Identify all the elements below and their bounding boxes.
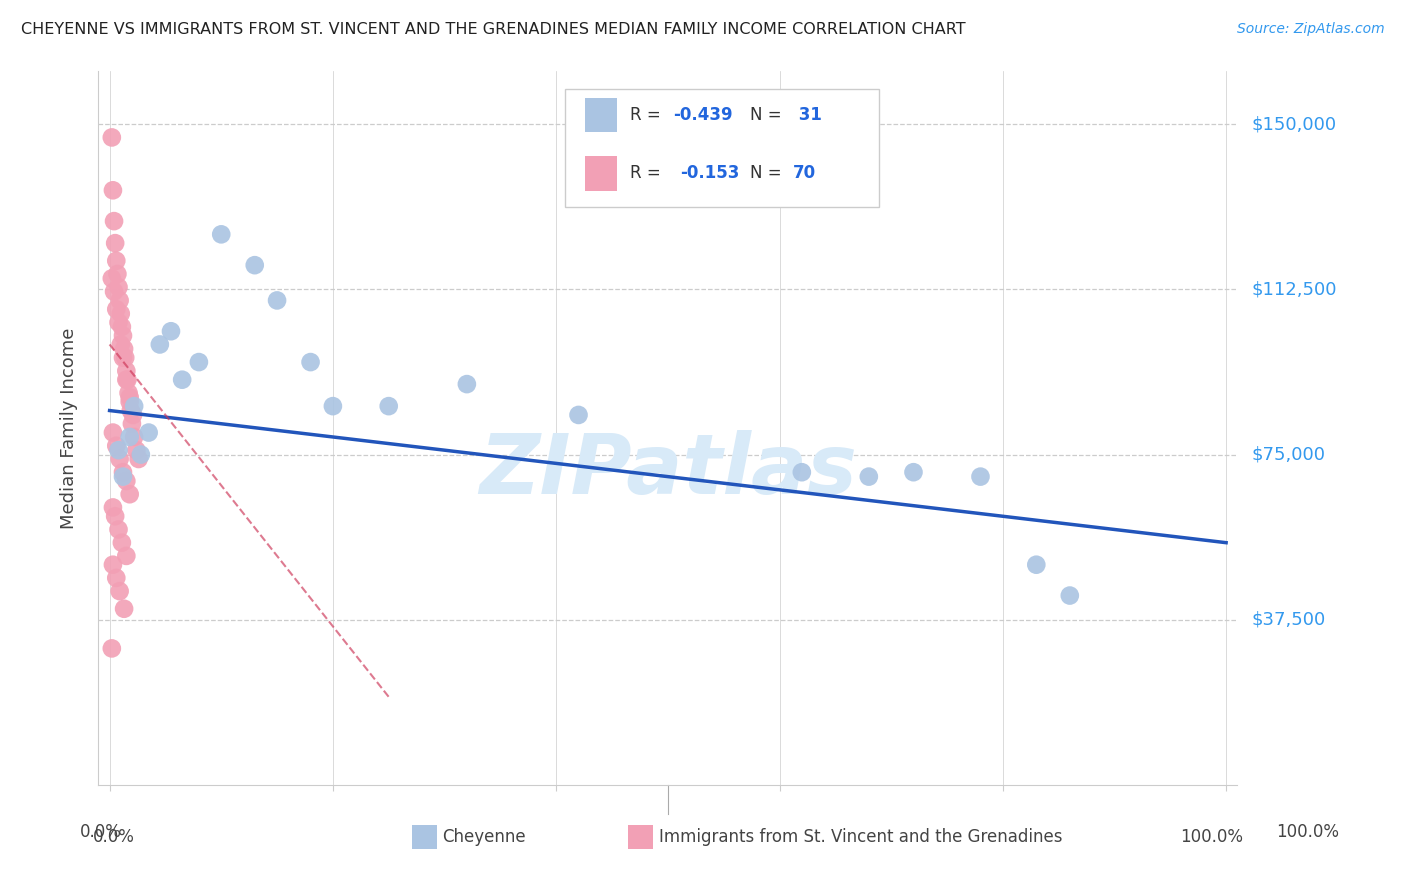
Point <box>322 399 344 413</box>
Point <box>108 584 131 599</box>
Point <box>101 183 124 197</box>
Point <box>101 425 124 440</box>
Point <box>108 293 131 308</box>
Point <box>299 355 322 369</box>
Point <box>118 390 141 404</box>
Text: Cheyenne: Cheyenne <box>443 828 526 846</box>
Point <box>149 337 172 351</box>
Point <box>107 523 129 537</box>
Text: 31: 31 <box>793 106 823 124</box>
Point <box>160 324 183 338</box>
Point <box>129 448 152 462</box>
Point <box>111 351 134 365</box>
Point <box>122 408 145 422</box>
Point <box>187 355 209 369</box>
Text: N =: N = <box>749 164 787 182</box>
Text: CHEYENNE VS IMMIGRANTS FROM ST. VINCENT AND THE GRENADINES MEDIAN FAMILY INCOME : CHEYENNE VS IMMIGRANTS FROM ST. VINCENT … <box>21 22 966 37</box>
Point <box>111 328 134 343</box>
Point <box>172 373 194 387</box>
Point <box>243 258 266 272</box>
Point <box>115 373 138 387</box>
Point <box>110 337 132 351</box>
Point <box>128 452 150 467</box>
Text: $75,000: $75,000 <box>1251 446 1326 464</box>
Text: -0.439: -0.439 <box>673 106 733 124</box>
FancyBboxPatch shape <box>585 156 617 191</box>
Point <box>101 500 124 515</box>
Point <box>138 425 160 440</box>
Point <box>209 227 232 242</box>
Point <box>125 443 148 458</box>
Point <box>377 399 399 413</box>
Point <box>115 364 138 378</box>
Point <box>117 385 139 400</box>
Point <box>120 403 142 417</box>
Point <box>112 601 135 615</box>
Point <box>114 351 136 365</box>
Point <box>107 443 129 458</box>
FancyBboxPatch shape <box>565 89 879 207</box>
Text: $150,000: $150,000 <box>1251 115 1336 133</box>
Text: R =: R = <box>630 164 672 182</box>
Point <box>115 549 138 563</box>
Text: ZIPatlas: ZIPatlas <box>479 431 856 511</box>
Point <box>118 430 141 444</box>
Y-axis label: Median Family Income: Median Family Income <box>59 327 77 529</box>
Text: 70: 70 <box>793 164 817 182</box>
Point <box>1025 558 1047 572</box>
Text: 0.0%: 0.0% <box>93 828 135 846</box>
Point <box>107 315 129 329</box>
Point <box>105 253 128 268</box>
Point <box>118 487 141 501</box>
Point <box>115 474 138 488</box>
Text: N =: N = <box>749 106 787 124</box>
Text: $112,500: $112,500 <box>1251 280 1337 299</box>
Point <box>105 571 128 585</box>
Text: -0.153: -0.153 <box>681 164 740 182</box>
Point <box>101 130 124 145</box>
Point <box>121 417 143 431</box>
Point <box>903 465 925 479</box>
Point <box>969 469 991 483</box>
Point <box>103 214 125 228</box>
Point <box>105 302 128 317</box>
Text: Immigrants from St. Vincent and the Grenadines: Immigrants from St. Vincent and the Gren… <box>659 828 1063 846</box>
FancyBboxPatch shape <box>412 825 437 849</box>
Point <box>107 267 129 281</box>
Text: 0.0%: 0.0% <box>80 822 122 840</box>
Point <box>112 342 135 356</box>
Point <box>567 408 589 422</box>
Point <box>101 558 124 572</box>
Text: Source: ZipAtlas.com: Source: ZipAtlas.com <box>1237 22 1385 37</box>
Point <box>108 452 131 467</box>
FancyBboxPatch shape <box>628 825 652 849</box>
Point <box>104 509 127 524</box>
Point <box>107 280 129 294</box>
Point <box>858 469 880 483</box>
Point <box>456 377 478 392</box>
Point <box>105 439 128 453</box>
Point <box>111 319 134 334</box>
Point <box>101 271 124 285</box>
Text: $37,500: $37,500 <box>1251 611 1326 629</box>
Point <box>111 465 134 479</box>
Text: R =: R = <box>630 106 666 124</box>
Point <box>1059 589 1081 603</box>
Point <box>266 293 288 308</box>
Point <box>790 465 813 479</box>
Point <box>122 430 145 444</box>
Text: 100.0%: 100.0% <box>1277 822 1339 840</box>
FancyBboxPatch shape <box>585 98 617 132</box>
Point <box>101 641 124 656</box>
Point <box>104 236 127 251</box>
Point <box>122 399 145 413</box>
Point <box>118 394 141 409</box>
Point <box>111 469 134 483</box>
Point <box>110 307 132 321</box>
Point <box>117 373 139 387</box>
Text: 100.0%: 100.0% <box>1180 828 1243 846</box>
Point <box>111 535 134 549</box>
Point <box>103 285 125 299</box>
